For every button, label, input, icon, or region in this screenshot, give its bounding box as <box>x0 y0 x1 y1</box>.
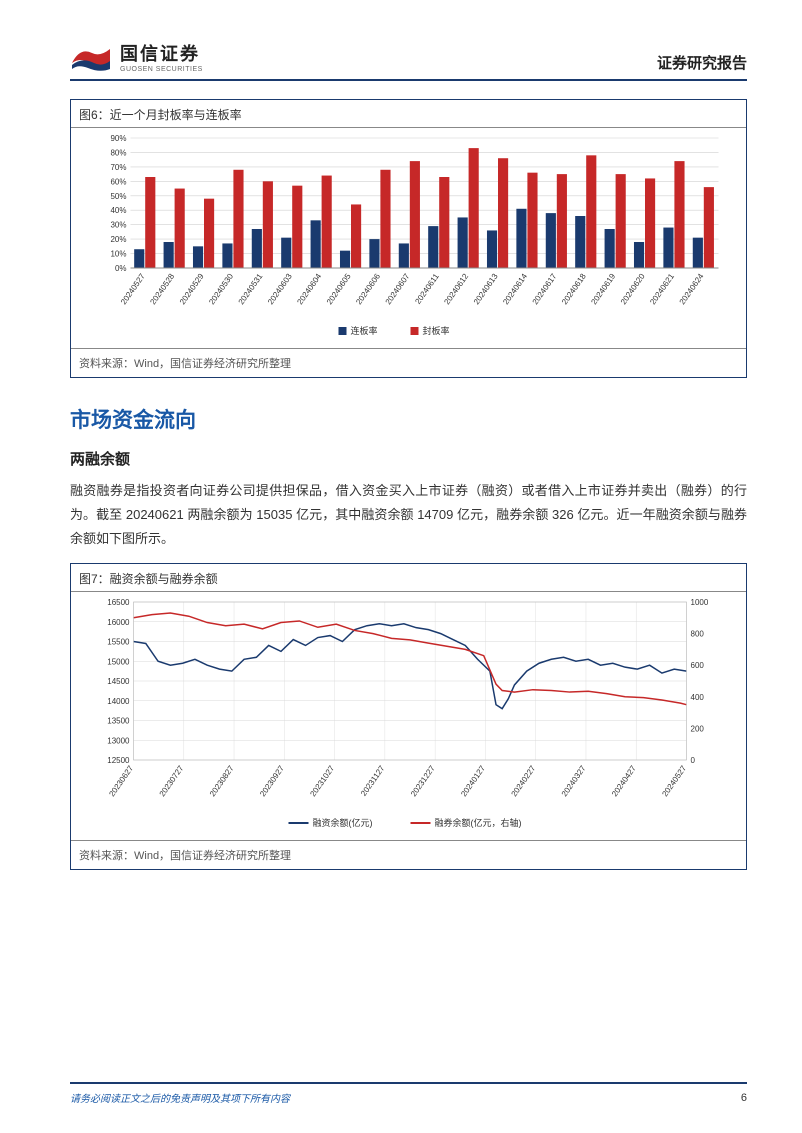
chart6-source: 资料来源：Wind，国信证券经济研究所整理 <box>71 348 746 377</box>
svg-text:20240603: 20240603 <box>266 272 294 307</box>
svg-text:40%: 40% <box>110 206 126 215</box>
svg-text:20230927: 20230927 <box>258 764 286 799</box>
svg-text:600: 600 <box>691 661 705 670</box>
svg-text:20240427: 20240427 <box>610 764 638 799</box>
svg-text:20240227: 20240227 <box>510 764 538 799</box>
svg-text:15000: 15000 <box>107 657 130 666</box>
chart7-canvas: 12500 13000 13500 14000 14500 15000 15500 16000… <box>71 592 746 840</box>
svg-text:20231027: 20231027 <box>308 764 336 799</box>
svg-text:20240613: 20240613 <box>472 272 500 307</box>
svg-text:20231127: 20231127 <box>359 764 387 798</box>
svg-text:60%: 60% <box>110 177 126 186</box>
svg-text:20240621: 20240621 <box>648 272 676 307</box>
svg-text:20240617: 20240617 <box>531 272 559 307</box>
svg-text:20240620: 20240620 <box>619 272 647 307</box>
svg-text:20240612: 20240612 <box>442 272 470 307</box>
svg-text:15500: 15500 <box>107 638 130 647</box>
svg-text:20240527: 20240527 <box>660 764 688 799</box>
svg-text:20240531: 20240531 <box>237 272 265 307</box>
svg-text:20240127: 20240127 <box>459 764 487 799</box>
svg-text:20231227: 20231227 <box>409 764 437 799</box>
footer-disclaimer: 请务必阅读正文之后的免责声明及其项下所有内容 <box>70 1090 290 1105</box>
section-heading-funds: 市场资金流向 <box>70 404 747 434</box>
chart6-canvas: 0%10%20%30%40%50%60%70%80%90%20240527202… <box>71 128 746 348</box>
svg-text:16500: 16500 <box>107 598 130 607</box>
svg-text:1000: 1000 <box>691 598 709 607</box>
svg-text:20240605: 20240605 <box>325 272 353 307</box>
svg-text:20240614: 20240614 <box>501 272 529 307</box>
svg-text:10%: 10% <box>110 250 126 259</box>
svg-text:90%: 90% <box>110 134 126 143</box>
svg-text:30%: 30% <box>110 221 126 230</box>
svg-text:12500: 12500 <box>107 756 130 765</box>
svg-text:20%: 20% <box>110 235 126 244</box>
svg-text:70%: 70% <box>110 163 126 172</box>
svg-text:20240528: 20240528 <box>148 272 176 307</box>
page-header: 国信证券 GUOSEN SECURITIES 证券研究报告 <box>70 40 747 81</box>
svg-text:800: 800 <box>691 630 705 639</box>
subheading-margin: 两融余额 <box>70 448 747 469</box>
svg-text:封板率: 封板率 <box>423 325 450 336</box>
logo-icon <box>70 43 112 71</box>
chart6-block: 图6：近一个月封板率与连板率 0% 10% 20% 30% 40% 50% 60% 70% 80… <box>70 99 747 378</box>
logo-text-cn: 国信证券 <box>120 40 203 66</box>
chart7-source: 资料来源：Wind，国信证券经济研究所整理 <box>71 840 746 869</box>
svg-text:13500: 13500 <box>107 717 130 726</box>
svg-text:20240618: 20240618 <box>560 272 588 307</box>
svg-text:20240624: 20240624 <box>678 272 706 307</box>
svg-text:20240611: 20240611 <box>413 272 441 306</box>
svg-text:20230727: 20230727 <box>158 764 186 799</box>
svg-text:融券余额(亿元，右轴): 融券余额(亿元，右轴) <box>435 817 522 828</box>
chart7-block: 图7：融资余额与融券余额 12500 13000 13500 14000 14500 15… <box>70 563 747 870</box>
svg-text:20240327: 20240327 <box>560 764 588 799</box>
svg-text:20240527: 20240527 <box>119 272 147 307</box>
svg-text:20230627: 20230627 <box>107 764 135 799</box>
svg-text:20240607: 20240607 <box>384 272 412 307</box>
svg-text:80%: 80% <box>110 148 126 157</box>
svg-text:20240530: 20240530 <box>207 272 235 307</box>
svg-text:20230827: 20230827 <box>208 764 236 799</box>
svg-text:200: 200 <box>691 725 705 734</box>
page-number: 6 <box>741 1092 747 1104</box>
svg-text:0%: 0% <box>115 264 127 273</box>
body-paragraph: 融资融券是指投资者向证券公司提供担保品，借入资金买入上市证券（融资）或者借入上市… <box>70 479 747 551</box>
page-footer: 请务必阅读正文之后的免责声明及其项下所有内容 6 <box>0 1082 802 1105</box>
logo-block: 国信证券 GUOSEN SECURITIES <box>70 40 203 73</box>
chart6-title: 图6：近一个月封板率与连板率 <box>71 100 746 128</box>
svg-text:50%: 50% <box>110 192 126 201</box>
logo-text-en: GUOSEN SECURITIES <box>120 66 203 73</box>
svg-text:0: 0 <box>691 756 696 765</box>
svg-text:13000: 13000 <box>107 736 130 745</box>
svg-text:融资余额(亿元): 融资余额(亿元) <box>313 817 373 828</box>
svg-text:20240619: 20240619 <box>589 272 617 307</box>
svg-text:20240604: 20240604 <box>295 272 323 307</box>
report-type-label: 证券研究报告 <box>657 52 747 73</box>
svg-text:20240606: 20240606 <box>354 272 382 307</box>
svg-text:14500: 14500 <box>107 677 130 686</box>
svg-text:20240529: 20240529 <box>178 272 206 307</box>
svg-text:14000: 14000 <box>107 697 130 706</box>
chart7-title: 图7：融资余额与融券余额 <box>71 564 746 592</box>
svg-text:连板率: 连板率 <box>351 325 378 336</box>
svg-text:16000: 16000 <box>107 618 130 627</box>
svg-text:400: 400 <box>691 693 705 702</box>
